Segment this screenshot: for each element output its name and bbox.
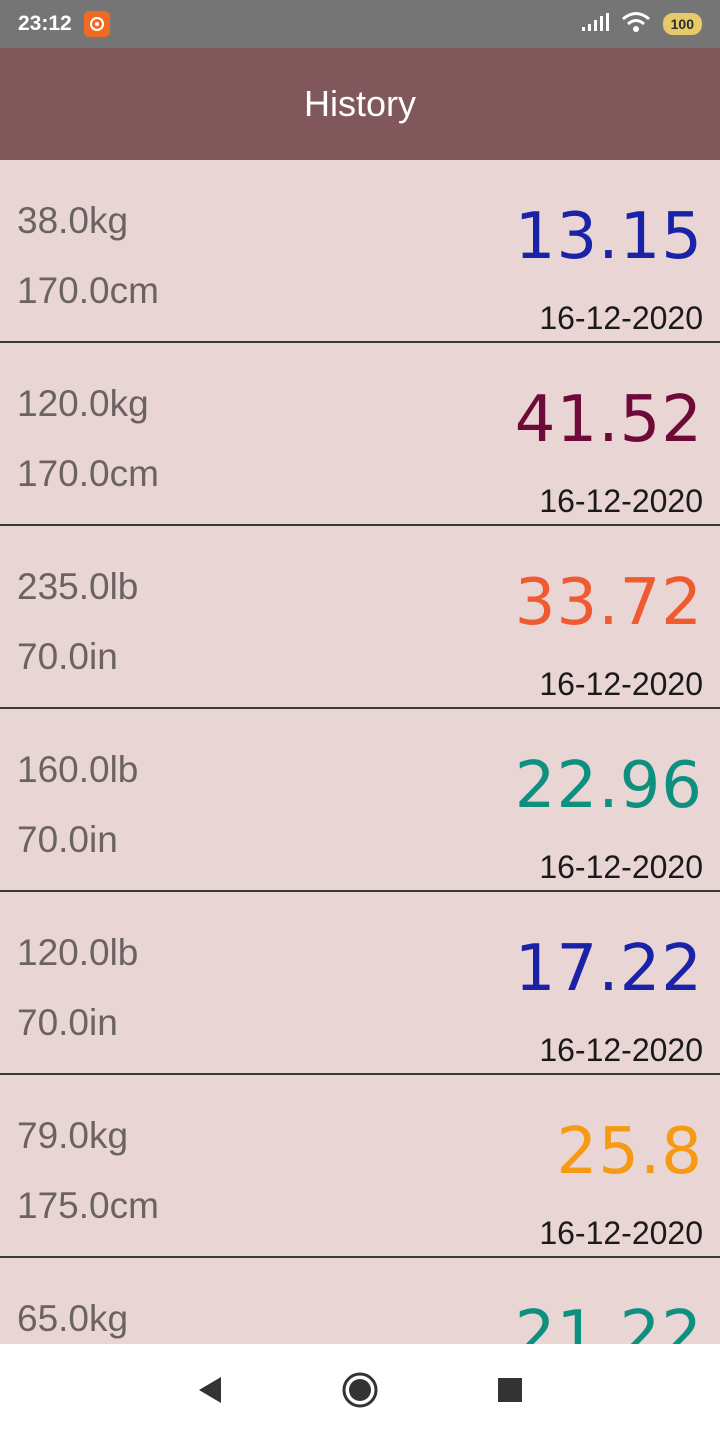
weight-value: 38.0kg <box>17 200 129 241</box>
date-value: 16-12-2020 <box>539 1032 703 1068</box>
history-row[interactable]: 65.0kg 21.22 <box>0 1258 720 1344</box>
height-value: 70.0in <box>17 819 118 860</box>
date-value: 16-12-2020 <box>539 666 703 702</box>
bmi-value: 41.52 <box>514 383 703 457</box>
weight-value: 120.0kg <box>17 383 149 424</box>
recents-button[interactable] <box>435 1344 585 1440</box>
date-value: 16-12-2020 <box>539 849 703 885</box>
app-bar: History <box>0 48 720 160</box>
home-button[interactable] <box>285 1344 435 1440</box>
height-value: 170.0cm <box>17 270 159 311</box>
date-value: 16-12-2020 <box>539 300 703 336</box>
history-row[interactable]: 38.0kg 170.0cm 13.15 16-12-2020 <box>0 160 720 343</box>
bmi-value: 17.22 <box>514 932 703 1006</box>
signal-icon <box>581 12 609 36</box>
home-circle-icon <box>342 1372 378 1412</box>
wifi-icon <box>621 11 651 37</box>
bmi-value: 33.72 <box>514 566 703 640</box>
history-list[interactable]: 38.0kg 170.0cm 13.15 16-12-2020 120.0kg … <box>0 160 720 1344</box>
recents-square-icon <box>498 1378 522 1406</box>
weight-value: 65.0kg <box>17 1298 129 1339</box>
history-row[interactable]: 79.0kg 175.0cm 25.8 16-12-2020 <box>0 1075 720 1258</box>
status-time: 23:12 <box>18 12 72 35</box>
date-value: 16-12-2020 <box>539 1215 703 1251</box>
weight-value: 79.0kg <box>17 1115 129 1156</box>
history-row[interactable]: 120.0kg 170.0cm 41.52 16-12-2020 <box>0 343 720 526</box>
weight-value: 160.0lb <box>17 749 139 790</box>
page-title: History <box>303 83 416 124</box>
back-button[interactable] <box>135 1344 285 1440</box>
battery-indicator: 100 <box>662 13 702 35</box>
bmi-value: 25.8 <box>556 1115 703 1189</box>
history-row[interactable]: 235.0lb 70.0in 33.72 16-12-2020 <box>0 526 720 709</box>
bmi-value: 21.22 <box>514 1298 703 1344</box>
notification-app-icon <box>83 11 110 37</box>
status-bar: 23:12 100 <box>0 0 720 48</box>
back-triangle-icon <box>197 1376 223 1408</box>
height-value: 170.0cm <box>17 453 159 494</box>
navigation-bar <box>0 1344 720 1440</box>
bmi-value: 22.96 <box>514 749 703 823</box>
date-value: 16-12-2020 <box>539 483 703 519</box>
height-value: 70.0in <box>17 1002 118 1043</box>
height-value: 70.0in <box>17 636 118 677</box>
weight-value: 235.0lb <box>17 566 139 607</box>
weight-value: 120.0lb <box>17 932 139 973</box>
bmi-value: 13.15 <box>514 200 703 274</box>
history-row[interactable]: 120.0lb 70.0in 17.22 16-12-2020 <box>0 892 720 1075</box>
history-row[interactable]: 160.0lb 70.0in 22.96 16-12-2020 <box>0 709 720 892</box>
height-value: 175.0cm <box>17 1185 159 1226</box>
